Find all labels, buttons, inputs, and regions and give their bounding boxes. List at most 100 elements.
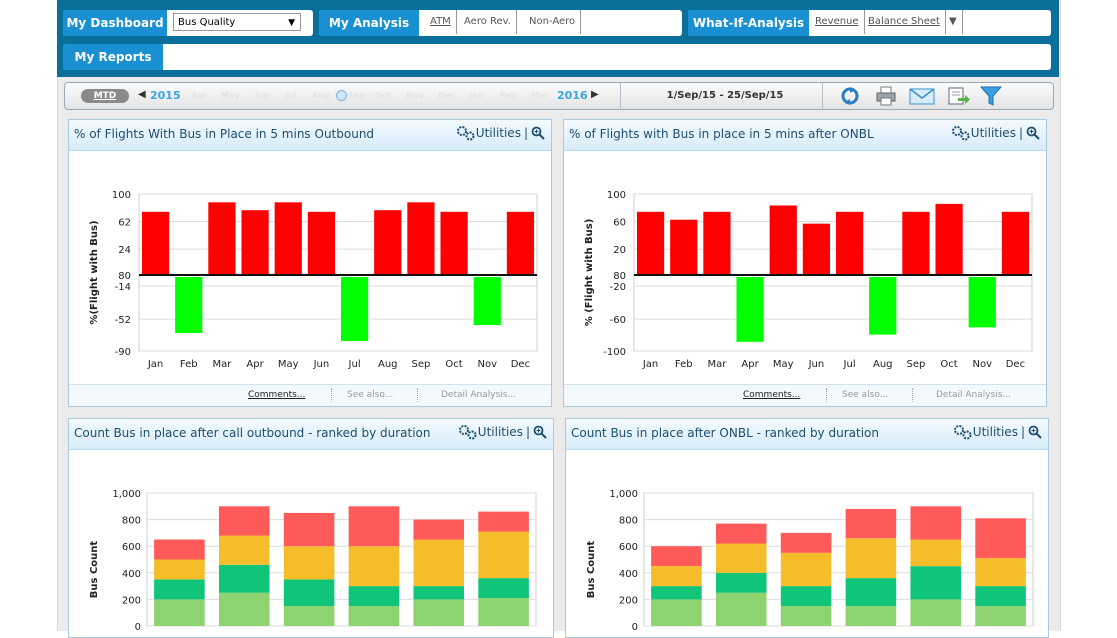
email-icon[interactable] bbox=[909, 86, 935, 106]
detail-analysis-link[interactable]: Detail Analysis... bbox=[441, 390, 517, 400]
bar-segment-amber bbox=[780, 552, 832, 587]
bar-jan bbox=[141, 211, 170, 275]
zoom-icon[interactable] bbox=[1026, 126, 1040, 140]
chevron-down-icon: ▼ bbox=[288, 18, 295, 28]
y-tick-label: 800 bbox=[619, 516, 638, 527]
month-jul[interactable]: Jul bbox=[285, 91, 297, 100]
utilities-menu[interactable]: Utilities | bbox=[458, 424, 547, 442]
whatif-link-revenue[interactable]: Revenue bbox=[810, 10, 865, 34]
see-also-link[interactable]: See also... bbox=[842, 390, 889, 400]
comments-link[interactable]: Comments... bbox=[743, 390, 801, 400]
start-year[interactable]: 2015 bbox=[150, 89, 181, 102]
x-tick-label: Apr bbox=[246, 359, 264, 370]
bar-aug bbox=[869, 277, 897, 335]
print-icon[interactable] bbox=[875, 86, 897, 106]
what-if-analysis-tab[interactable]: What-If-Analysis bbox=[688, 10, 809, 36]
bar-segment-light-green bbox=[154, 599, 205, 626]
x-tick-label: Aug bbox=[378, 359, 398, 370]
plot-area bbox=[633, 193, 1033, 352]
y-tick-label: 1,000 bbox=[112, 489, 141, 500]
plot-area bbox=[643, 492, 1034, 627]
utilities-label: Utilities bbox=[970, 126, 1016, 140]
month-jun[interactable]: Jun bbox=[255, 91, 270, 100]
my-analysis-tab[interactable]: My Analysis bbox=[319, 10, 419, 36]
y-tick-label: 20 bbox=[613, 245, 626, 256]
y-tick-label: -90 bbox=[115, 347, 131, 358]
y-axis-label: Bus Count bbox=[89, 541, 100, 599]
panel-header: % of Flights with Bus in place in 5 mins… bbox=[564, 120, 1046, 151]
month-feb[interactable]: Feb bbox=[500, 91, 517, 100]
bar-segment-green bbox=[154, 579, 205, 600]
dashboard-group: My Dashboard Bus Quality ▼ bbox=[63, 10, 313, 36]
bar-segment-red bbox=[348, 506, 400, 547]
bar-segment-amber bbox=[651, 566, 702, 587]
bar-segment-red bbox=[413, 519, 465, 540]
bar-segment-red bbox=[975, 518, 1026, 559]
whatif-link-balance-sheet[interactable]: Balance Sheet bbox=[863, 10, 946, 34]
bar-feb bbox=[670, 219, 698, 275]
detail-analysis-link[interactable]: Detail Analysis... bbox=[936, 390, 1012, 400]
month-oct[interactable]: Oct bbox=[375, 91, 391, 100]
top-navigation: My Dashboard Bus Quality ▼ My Analysis A… bbox=[57, 0, 1059, 77]
month-jan[interactable]: Jan bbox=[469, 91, 484, 100]
bar-segment-green bbox=[975, 586, 1026, 607]
prev-year-arrow[interactable]: ◀ bbox=[138, 89, 146, 100]
monthly-bar-chart: 100 60 20 80-20 -60 -100 Jan Feb Mar Apr May Jun Jul… bbox=[584, 190, 1033, 370]
month-mar[interactable]: Mar bbox=[531, 91, 549, 100]
whatif-more-dropdown[interactable]: ▼ bbox=[944, 10, 963, 34]
y-tick-label: 62 bbox=[118, 218, 131, 229]
bar-aug bbox=[374, 210, 402, 275]
export-icon[interactable] bbox=[947, 86, 971, 106]
month-may[interactable]: May bbox=[221, 91, 240, 100]
utilities-menu[interactable]: Utilities | bbox=[951, 125, 1040, 143]
y-tick-label: 80 bbox=[613, 271, 626, 282]
bar-oct bbox=[935, 203, 963, 275]
panel-title: % of Flights with Bus in place in 5 mins… bbox=[569, 127, 874, 141]
chart-panel-count-outbound: Count Bus in place after call outbound -… bbox=[68, 418, 554, 638]
refresh-icon[interactable] bbox=[839, 86, 861, 106]
bar-segment-amber bbox=[478, 531, 529, 579]
bar-nov bbox=[968, 277, 996, 328]
utilities-menu[interactable]: Utilities | bbox=[953, 424, 1042, 442]
x-tick-label: Jun bbox=[808, 359, 825, 370]
bar-segment-red bbox=[154, 539, 205, 560]
bar-segment-light-green bbox=[845, 606, 897, 626]
my-reports-tab[interactable]: My Reports bbox=[63, 44, 163, 70]
stacked-bar-chart: 0 200 400 600 800 1,000 Bus Count bbox=[89, 489, 537, 633]
y-tick-label: 1,000 bbox=[609, 489, 638, 500]
bar-segment-amber bbox=[154, 559, 205, 580]
footer-divider bbox=[912, 388, 914, 402]
utilities-menu[interactable]: Utilities | bbox=[456, 125, 545, 143]
x-tick-label: Sep bbox=[906, 359, 925, 370]
month-slider-handle[interactable] bbox=[336, 90, 347, 101]
analysis-link-aero-rev[interactable]: Aero Rev. bbox=[459, 10, 517, 34]
y-tick-label: 100 bbox=[607, 190, 626, 201]
panel-footer: Comments... See also... Detail Analysis.… bbox=[69, 384, 551, 406]
bar-segment-light-green bbox=[715, 592, 767, 626]
end-year[interactable]: 2016 bbox=[557, 89, 588, 102]
my-dashboard-tab[interactable]: My Dashboard bbox=[63, 10, 167, 36]
y-axis-label: %(Flight with Bus) bbox=[89, 220, 100, 324]
zoom-icon[interactable] bbox=[1028, 425, 1042, 439]
filter-icon[interactable] bbox=[980, 86, 1002, 106]
next-year-arrow[interactable]: ▶ bbox=[591, 89, 599, 100]
month-sep[interactable]: Sep bbox=[348, 91, 365, 100]
reports-group: My Reports bbox=[63, 44, 1051, 70]
stacked-bar-chart: 0 200 400 600 800 1,000 Bus Count bbox=[586, 489, 1034, 633]
zoom-icon[interactable] bbox=[533, 425, 547, 439]
x-tick-label: Mar bbox=[707, 359, 727, 370]
analysis-link-non-aero[interactable]: Non-Aero bbox=[524, 10, 582, 34]
month-nov[interactable]: Nov bbox=[406, 91, 424, 100]
dashboard-select[interactable]: Bus Quality ▼ bbox=[173, 13, 301, 31]
analysis-link-atm[interactable]: ATM bbox=[425, 10, 457, 34]
see-also-link[interactable]: See also... bbox=[347, 390, 394, 400]
month-dec[interactable]: Dec bbox=[438, 91, 455, 100]
bar-segment-amber bbox=[845, 538, 897, 579]
mtd-button[interactable]: MTD bbox=[81, 89, 129, 103]
bar-segment-light-green bbox=[283, 606, 335, 626]
month-apr[interactable]: Apr bbox=[191, 91, 207, 100]
month-aug[interactable]: Aug bbox=[312, 91, 330, 100]
zoom-icon[interactable] bbox=[531, 126, 545, 140]
comments-link[interactable]: Comments... bbox=[248, 390, 306, 400]
panel-title: % of Flights With Bus in Place in 5 mins… bbox=[74, 127, 375, 141]
